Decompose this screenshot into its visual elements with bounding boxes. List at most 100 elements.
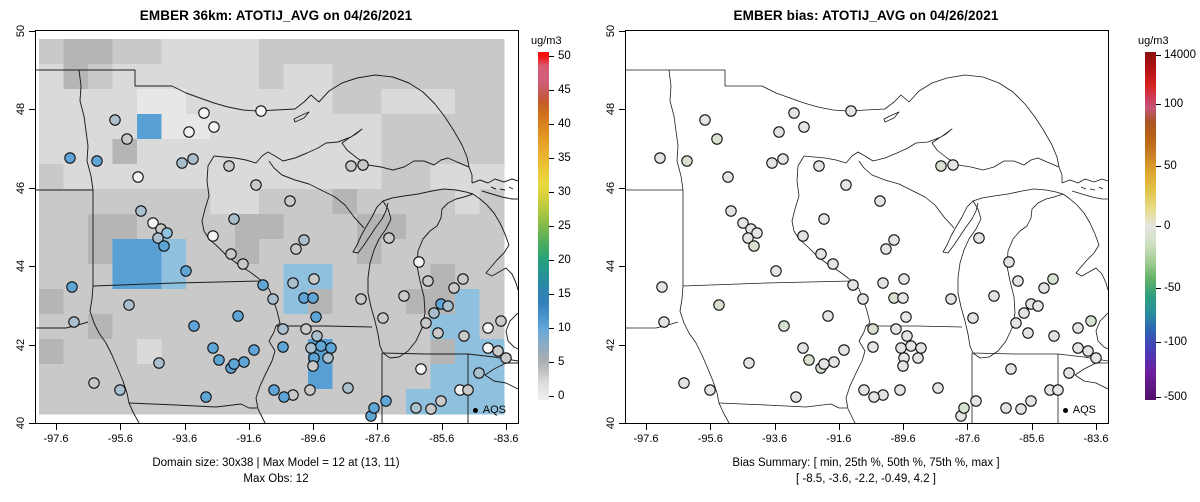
colorbar-tick [549,56,554,58]
aqs-station-marker [188,320,200,332]
aqs-station-marker [413,256,425,268]
aqs-station-marker [161,227,173,239]
aqs-station-marker [1022,327,1034,339]
colorbar-tick-label: 50 [1164,159,1177,172]
aqs-station-marker [322,352,334,364]
aqs-station-marker [770,265,782,277]
model-colorbar [538,52,549,400]
aqs-station-marker [398,290,410,302]
y-axis-tick [29,109,35,111]
aqs-legend: AQS [472,404,506,416]
colorbar-tick-label: 0 [558,389,565,402]
aqs-station-marker [1000,402,1012,414]
aqs-station-marker [228,358,240,370]
aqs-station-marker [428,307,440,319]
aqs-station-marker [308,273,320,285]
aqs-station-marker [200,391,212,403]
bias-caption-line2: [ -8.5, -3.6, -2.2, -0.49, 4.2 ] [796,473,936,485]
colorbar-tick-label: 45 [558,84,571,97]
aqs-station-marker [803,354,815,366]
aqs-station-marker [815,248,827,260]
aqs-station-marker [213,354,225,366]
aqs-station-marker [868,391,880,403]
y-tick-label: 40 [15,416,27,430]
y-axis-tick [29,344,35,346]
aqs-station-marker [91,155,103,167]
aqs-station-marker [458,330,470,342]
aqs-station-marker [897,292,909,304]
aqs-station-marker [1063,367,1075,379]
colorbar-tick-label: 100 [1164,97,1184,110]
aqs-station-marker [900,311,912,323]
aqs-station-marker [838,344,850,356]
colorbar-tick [1156,103,1161,105]
colorbar-tick-label: 5 [558,355,565,368]
bias-colorbar-units: ug/m3 [1138,35,1169,47]
y-axis-tick [619,187,625,189]
aqs-station-marker [935,160,947,172]
colorbar-tick-label: 40 [558,118,571,131]
aqs-station-marker [905,340,917,352]
aqs-station-marker [64,152,76,164]
aqs-station-marker [857,293,869,305]
x-tick-label: -83.6 [493,433,519,445]
aqs-station-marker [967,312,979,324]
aqs-station-marker [277,323,289,335]
aqs-station-marker [121,133,133,145]
x-tick-label: -87.6 [954,433,980,445]
aqs-station-marker [284,195,296,207]
aqs-station-marker [656,281,668,293]
aqs-station-marker [287,277,299,289]
x-axis-tick [710,424,712,430]
aqs-station-marker [176,157,188,169]
aqs-station-marker [847,279,859,291]
aqs-station-marker [495,315,507,327]
aqs-station-marker [845,105,857,117]
colorbar-tick-label: 35 [558,152,571,165]
aqs-station-marker [1072,342,1084,354]
aqs-station-marker [208,121,220,133]
model-caption-line1: Domain size: 30x38 | Max Model = 12 at (… [152,457,400,469]
colorbar-tick [1156,287,1161,289]
aqs-station-marker [422,275,434,287]
colorbar-tick [549,124,554,126]
aqs-station-marker [1025,395,1037,407]
y-axis-tick [29,423,35,424]
aqs-station-marker [307,292,319,304]
aqs-station-marker [238,356,250,368]
aqs-station-marker [751,227,763,239]
aqs-station-marker [766,157,778,169]
aqs-station-marker [355,293,367,305]
aqs-station-marker [713,299,725,311]
aqs-station-marker [153,357,165,369]
x-axis-tick [184,424,186,430]
aqs-station-marker [912,352,924,364]
aqs-station-marker [88,377,100,389]
aqs-station-marker [777,153,789,165]
x-axis-tick [248,424,250,430]
x-tick-label: -85.6 [429,433,455,445]
colorbar-tick [549,361,554,363]
aqs-station-marker [250,179,262,191]
y-axis-tick [619,109,625,111]
aqs-station-marker [1052,384,1064,396]
aqs-legend-label: AQS [482,404,506,416]
colorbar-tick [1156,165,1161,167]
aqs-station-marker [278,391,290,403]
x-tick-label: -93.6 [762,433,788,445]
aqs-station-marker [973,232,985,244]
aqs-station-marker [874,195,886,207]
x-axis-tick [774,424,776,430]
aqs-station-marker [257,279,269,291]
aqs-station-marker [228,213,240,225]
aqs-station-marker [277,341,289,353]
aqs-station-marker [890,323,902,335]
aqs-station-marker [678,377,690,389]
y-axis-tick [29,266,35,268]
aqs-station-marker [827,258,839,270]
y-axis-tick [29,187,35,189]
aqs-station-marker [888,234,900,246]
x-axis-tick [377,424,379,430]
aqs-station-marker [711,133,723,145]
